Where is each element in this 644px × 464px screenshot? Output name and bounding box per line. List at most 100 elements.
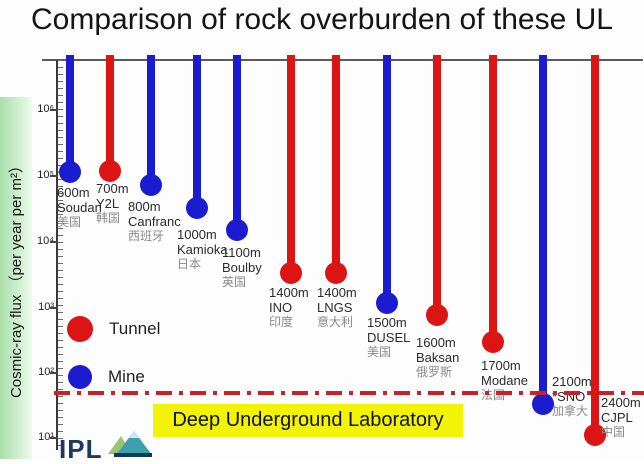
lab-depth-ball xyxy=(532,393,554,415)
lab-label-cn: 俄罗斯 xyxy=(416,365,453,379)
legend-item-mine: Mine xyxy=(68,365,145,389)
lab-label-cn: 意大利 xyxy=(317,315,354,329)
y-tick-label: 10³ xyxy=(38,301,54,313)
y-tick-label: 10² xyxy=(38,366,54,378)
lab-drop-line xyxy=(233,55,241,230)
lab-depth-ball xyxy=(59,161,81,183)
lab-label: 2400m CJPL 中国 xyxy=(601,395,641,440)
lab-label: 1400m LNGS 意大利 xyxy=(317,285,357,330)
lab-label: 1000m Kamioka 日本 xyxy=(177,227,228,272)
y-tick-mark xyxy=(50,307,58,309)
legend-label: Mine xyxy=(108,367,145,386)
lab-drop-line xyxy=(147,55,155,185)
lab-label-depth: 1400m xyxy=(269,285,309,300)
lab-drop-line xyxy=(66,55,74,172)
lab-label-depth: 1700m xyxy=(481,358,521,373)
lab-label-name: Canfranc xyxy=(128,214,181,229)
lab-label-cn: 西班牙 xyxy=(128,229,165,243)
lab-depth-ball xyxy=(325,262,347,284)
y-tick-label: 10⁴ xyxy=(37,235,54,247)
ipl-logo: IPL xyxy=(59,429,154,462)
y-tick-mark xyxy=(50,372,58,374)
lab-label-cn: 美国 xyxy=(57,215,82,229)
lab-depth-ball xyxy=(376,292,398,314)
mountain-icon xyxy=(106,429,154,462)
lab-label-cn: 中国 xyxy=(601,425,626,439)
lab-label-depth: 1000m xyxy=(177,227,217,242)
lab-label: 800m Canfranc 西班牙 xyxy=(128,199,181,244)
y-axis-label: Cosmic-ray flux （per year per m²） xyxy=(7,157,25,399)
lab-label-name: Y2L xyxy=(96,196,120,211)
lab-drop-line xyxy=(106,55,114,171)
lab-label-cn: 英国 xyxy=(222,275,247,289)
y-tick-mark xyxy=(50,109,58,111)
lab-label: 600m Soudan 美国 xyxy=(57,185,102,230)
lab-depth-ball xyxy=(99,160,121,182)
lab-label: 1100m Boulby 英国 xyxy=(222,245,262,290)
lab-drop-line xyxy=(193,55,201,208)
top-axis-line xyxy=(42,59,643,61)
page-title: Comparison of rock overburden of these U… xyxy=(31,3,613,36)
lab-drop-line xyxy=(591,55,599,435)
lab-depth-ball xyxy=(186,197,208,219)
lab-depth-ball xyxy=(140,174,162,196)
lab-label-cn: 韩国 xyxy=(96,211,121,225)
lab-label-cn: 美国 xyxy=(367,345,392,359)
lab-label-name: Kamioka xyxy=(177,242,228,257)
lab-drop-line xyxy=(332,55,340,273)
y-tick-mark xyxy=(50,241,58,243)
threshold-dashdot-line xyxy=(54,391,644,395)
lab-drop-line xyxy=(383,55,391,303)
lab-depth-ball xyxy=(226,219,248,241)
lab-label: 1500m DUSEL 美国 xyxy=(367,315,410,360)
lab-label: 1600m Baksan 俄罗斯 xyxy=(416,335,459,380)
lab-drop-line xyxy=(287,55,295,273)
lab-label-depth: 1400m xyxy=(317,285,357,300)
lab-label: 1400m INO 印度 xyxy=(269,285,309,330)
lab-label-name: Baksan xyxy=(416,350,460,365)
deep-underground-banner: Deep Underground Laboratory xyxy=(153,404,463,437)
lab-label-name: INO xyxy=(269,300,293,315)
lab-depth-ball xyxy=(280,262,302,284)
lab-label-name: DUSEL xyxy=(367,330,411,345)
lab-label-name: Modane xyxy=(481,373,528,388)
lab-label: 2100m *SNO 加拿大 xyxy=(552,374,592,419)
lab-label: 700m Y2L 韩国 xyxy=(96,181,129,226)
legend-label: Tunnel xyxy=(109,319,161,338)
y-tick-mark xyxy=(50,437,58,439)
mine-dot-icon xyxy=(68,365,92,389)
lab-drop-line xyxy=(433,55,441,315)
lab-label-depth: 700m xyxy=(96,181,129,196)
y-tick-label: 10⁶ xyxy=(37,103,54,115)
lab-label-name: Boulby xyxy=(222,260,262,275)
y-tick-label: 10¹ xyxy=(38,431,54,443)
y-tick-mark xyxy=(50,175,58,177)
lab-label-name: Soudan xyxy=(57,200,102,215)
y-axis-minor-ticks xyxy=(58,60,63,449)
lab-label-depth: 2100m xyxy=(552,374,592,389)
lab-drop-line xyxy=(489,55,497,342)
lab-label-depth: 1600m xyxy=(416,335,456,350)
lab-depth-ball xyxy=(482,331,504,353)
lab-label-depth: 800m xyxy=(128,199,161,214)
lab-depth-ball xyxy=(426,304,448,326)
lab-label: 1700m Modane 法国 xyxy=(481,358,528,403)
lab-label-depth: 600m xyxy=(57,185,90,200)
lab-drop-line xyxy=(539,55,547,404)
banner-text: Deep Underground Laboratory xyxy=(172,409,444,431)
y-tick-label: 10⁵ xyxy=(37,169,54,181)
lab-label-cn: 加拿大 xyxy=(552,404,589,418)
ipl-logo-text: IPL xyxy=(59,434,103,464)
lab-label-depth: 2400m xyxy=(601,395,641,410)
lab-depth-ball xyxy=(584,424,606,446)
y-axis-label-strip: Cosmic-ray flux （per year per m²） xyxy=(0,97,32,459)
y-axis-line xyxy=(56,60,58,450)
tunnel-dot-icon xyxy=(67,316,93,342)
lab-label-name: LNGS xyxy=(317,300,353,315)
lab-label-depth: 1100m xyxy=(222,245,261,260)
lab-label-name: CJPL xyxy=(601,410,633,425)
lab-label-depth: 1500m xyxy=(367,315,407,330)
lab-label-cn: 日本 xyxy=(177,257,202,271)
lab-label-cn: 印度 xyxy=(269,315,294,329)
